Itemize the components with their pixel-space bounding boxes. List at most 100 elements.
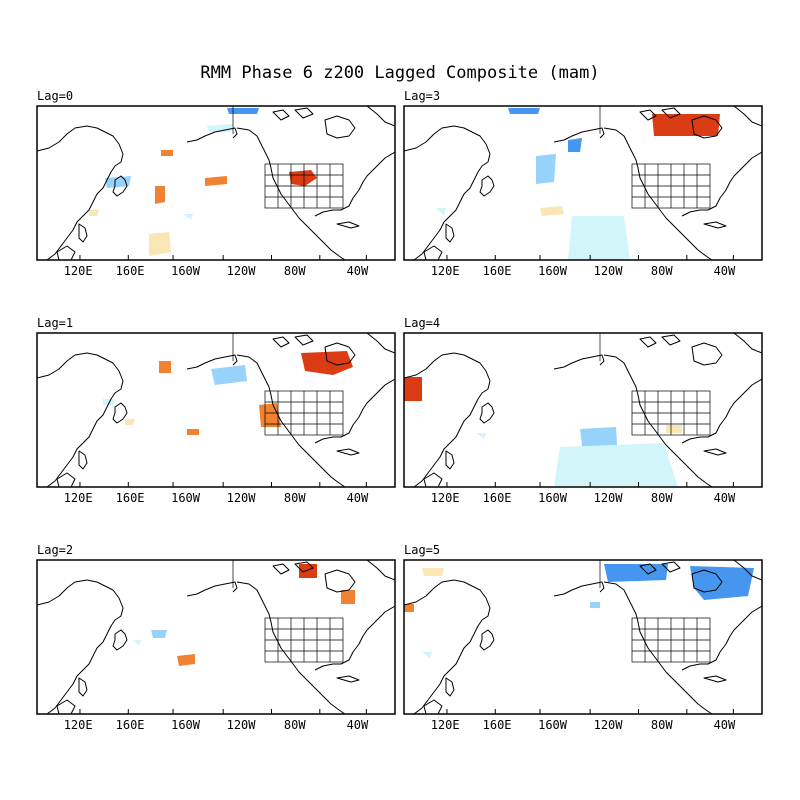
coastline: [423, 699, 443, 714]
coastline: [553, 581, 605, 597]
coastline: [314, 378, 395, 444]
coastline: [294, 107, 314, 119]
anomaly-shading: [177, 654, 195, 666]
anomaly-shading: [652, 114, 720, 136]
anomaly-shading: [554, 443, 678, 487]
x-tick-label: 80W: [284, 491, 306, 505]
coastline: [366, 106, 395, 127]
x-tick-label: 40W: [347, 718, 369, 732]
anomaly-shading: [159, 361, 171, 373]
x-tick-label: 40W: [714, 264, 736, 278]
x-tick-label: 120E: [64, 718, 93, 732]
coastline: [681, 378, 762, 444]
x-tick-label: 160W: [538, 491, 568, 505]
x-tick-label: 40W: [714, 491, 736, 505]
map-frame: [36, 559, 396, 715]
anomaly-shading: [404, 604, 414, 612]
coastline: [294, 334, 314, 346]
x-tick-label: 40W: [714, 718, 736, 732]
coastline: [603, 127, 713, 260]
panels-layer: Lag=0 120E 160E 160W 120W 80W 40W Lag=1 120E 160E…: [36, 89, 763, 732]
coastline: [186, 127, 238, 143]
map-frame: [36, 332, 396, 488]
coastline: [553, 127, 605, 143]
coastline: [314, 151, 395, 217]
x-tick-label: 160W: [171, 491, 201, 505]
coastline: [603, 581, 713, 714]
x-tick-label: 160E: [116, 718, 145, 732]
coastline: [479, 175, 495, 197]
coastline: [661, 334, 681, 346]
coastline: [56, 245, 76, 260]
anomaly-shading: [536, 154, 556, 184]
lag-label: Lag=4: [404, 316, 440, 330]
coastline: [423, 245, 443, 260]
lag-label: Lag=5: [404, 543, 440, 557]
map-frame: [403, 332, 763, 488]
anomaly-shading: [666, 425, 682, 433]
x-tick-label: 80W: [651, 491, 673, 505]
coastline: [423, 472, 443, 487]
lag-label: Lag=1: [37, 316, 73, 330]
coastline: [661, 561, 681, 573]
x-tick-label: 80W: [284, 718, 306, 732]
lag-label: Lag=0: [37, 89, 73, 103]
x-tick-label: 160E: [483, 264, 512, 278]
anomaly-shading: [540, 206, 564, 216]
coastline: [639, 563, 657, 575]
x-tick-label: 120W: [594, 491, 624, 505]
coastline: [733, 560, 762, 581]
anomaly-shading: [301, 351, 353, 375]
anomaly-shading: [590, 602, 600, 608]
coastline: [272, 109, 290, 121]
x-tick-label: 120E: [431, 491, 460, 505]
map-frame: [403, 105, 763, 261]
x-tick-label: 160E: [116, 264, 145, 278]
anomaly-shading: [149, 232, 171, 256]
anomaly-shading: [568, 216, 630, 260]
x-tick-label: 120W: [227, 264, 257, 278]
coastline: [703, 448, 727, 456]
coastline: [639, 109, 657, 121]
anomaly-shading: [183, 214, 193, 220]
anomaly-shading: [422, 568, 444, 576]
coastline: [336, 221, 360, 229]
anomaly-shading: [422, 652, 432, 658]
coastline: [445, 450, 455, 470]
map-panel: Lag=2 120E 160E 160W 120W 80W 40W: [36, 543, 396, 732]
coastline: [272, 336, 290, 348]
x-tick-label: 160W: [171, 264, 201, 278]
lag-label: Lag=3: [404, 89, 440, 103]
coastline: [112, 629, 128, 651]
coastline: [236, 127, 346, 260]
coastline: [366, 333, 395, 354]
coastline: [404, 352, 491, 487]
x-tick-label: 120W: [594, 264, 624, 278]
anomaly-shading: [187, 429, 199, 435]
anomaly-shading: [568, 138, 582, 152]
x-tick-label: 40W: [347, 491, 369, 505]
coastline: [445, 223, 455, 243]
coastline: [37, 125, 124, 260]
anomaly-shading: [155, 186, 165, 204]
coastline: [603, 354, 713, 487]
x-tick-label: 120E: [64, 491, 93, 505]
map-panel: Lag=1 120E 160E 160W 120W 80W 40W: [36, 316, 396, 505]
x-tick-label: 80W: [651, 718, 673, 732]
anomaly-shading: [341, 590, 355, 604]
coastline: [479, 402, 495, 424]
coastline: [733, 333, 762, 354]
coastline: [733, 106, 762, 127]
coastline: [639, 336, 657, 348]
x-tick-label: 160W: [171, 718, 201, 732]
anomaly-shading: [476, 433, 486, 439]
x-tick-label: 160E: [483, 718, 512, 732]
coastline: [681, 605, 762, 671]
coastline: [336, 675, 360, 683]
coastline: [479, 629, 495, 651]
x-tick-label: 160W: [538, 718, 568, 732]
x-tick-label: 120W: [227, 718, 257, 732]
coastline: [553, 354, 605, 370]
anomaly-shading: [205, 176, 227, 186]
